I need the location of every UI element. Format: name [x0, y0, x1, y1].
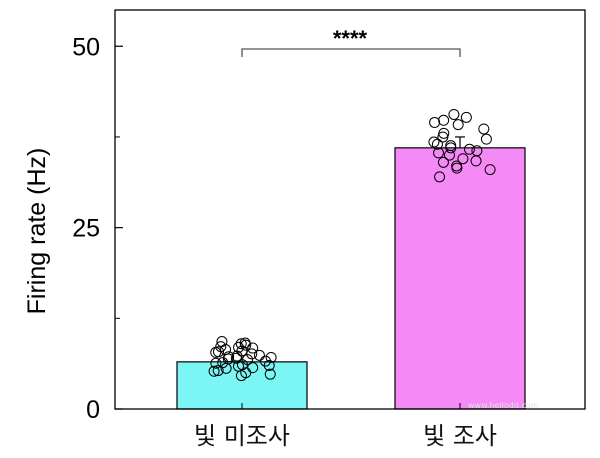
data-point-2-15 [452, 119, 464, 131]
watermark: www.hellodd.com [468, 401, 539, 410]
data-point-1-30 [239, 337, 251, 349]
y-axis-ticks: 0 25 50 [72, 33, 123, 424]
data-point-2-4 [437, 156, 449, 168]
data-point-1-18 [215, 341, 227, 353]
data-point-2-22 [437, 131, 449, 143]
significance-stars: **** [333, 26, 368, 51]
bars-layer [176, 147, 526, 410]
data-point-2-18 [448, 108, 460, 120]
data-point-1-23 [263, 359, 275, 371]
x-axis-categories: 빛 미조사 빛 조사 [194, 403, 497, 450]
points-layer [208, 108, 496, 382]
y-tick-label-1: 0 [86, 396, 100, 424]
data-point-2-2 [484, 164, 496, 176]
data-point-1-28 [217, 357, 229, 369]
data-point-1-31 [247, 362, 259, 374]
category-label-2: 빛 조사 [423, 422, 497, 450]
data-point-2-11 [428, 136, 440, 148]
data-point-2-16 [438, 114, 450, 126]
data-point-2-19 [470, 155, 482, 167]
data-point-2-14 [478, 123, 490, 135]
error-layer [455, 136, 465, 148]
y-axis-label: Firing rate (Hz) [23, 148, 51, 315]
bracket-line [241, 48, 461, 57]
data-point-1-7 [210, 357, 222, 369]
data-point-1-27 [264, 368, 276, 380]
data-point-2-23 [451, 162, 463, 174]
data-point-2-24 [429, 116, 441, 128]
data-point-1-21 [216, 336, 228, 348]
data-point-2-5 [457, 153, 469, 165]
data-point-1-24 [265, 351, 277, 363]
category-label-1: 빛 미조사 [194, 422, 290, 450]
data-point-2-13 [438, 127, 450, 139]
data-point-2-21 [431, 138, 443, 150]
significance-bracket: **** [241, 26, 461, 57]
data-point-1-25 [212, 346, 224, 358]
data-point-1-22 [208, 365, 220, 377]
y-tick-label-3: 50 [72, 33, 100, 61]
data-point-2-7 [433, 147, 445, 159]
plot-frame [114, 9, 586, 410]
data-point-2-17 [460, 111, 472, 123]
data-point-2-1 [434, 171, 446, 183]
data-point-1-12 [253, 349, 265, 361]
data-point-1-20 [235, 338, 247, 350]
y-tick-label-2: 25 [72, 215, 100, 243]
data-point-1-32 [222, 353, 234, 365]
data-point-1-9 [242, 354, 254, 366]
data-point-1-17 [247, 342, 259, 354]
bar-2 [394, 147, 526, 410]
data-point-2-10 [445, 140, 457, 152]
plot-border [114, 9, 586, 410]
data-point-2-12 [480, 133, 492, 145]
data-point-2-20 [463, 143, 475, 155]
data-point-1-13 [246, 348, 258, 360]
